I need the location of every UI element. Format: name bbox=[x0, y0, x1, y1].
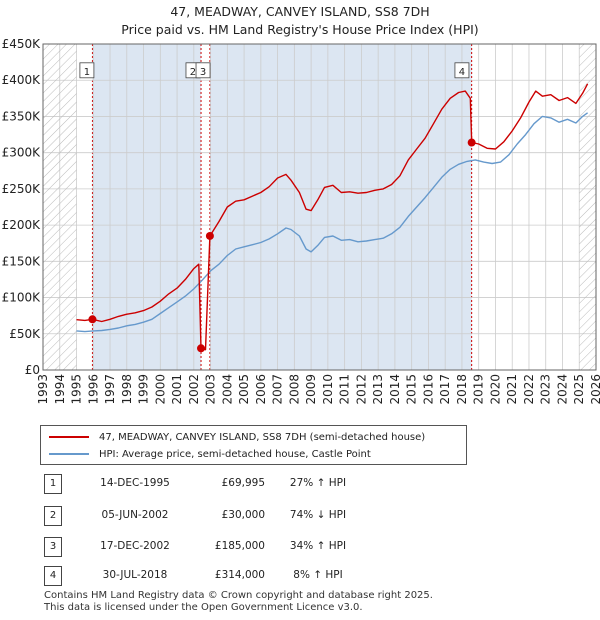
transaction-row: 2 05-JUN-2002 £30,000 74% ↓ HPI bbox=[0, 506, 600, 526]
sale-marker-label: 4 bbox=[459, 67, 465, 78]
transaction-marker-badge: 1 bbox=[44, 474, 62, 494]
x-tick-label: 2012 bbox=[354, 374, 368, 405]
x-tick-label: 2019 bbox=[472, 374, 486, 405]
y-tick-label: £250K bbox=[2, 182, 42, 196]
x-tick-label: 2000 bbox=[153, 374, 167, 405]
x-tick-label: 2001 bbox=[170, 374, 184, 405]
x-tick-label: 2013 bbox=[371, 374, 385, 405]
transaction-row: 3 17-DEC-2002 £185,000 34% ↑ HPI bbox=[0, 537, 600, 557]
x-tick-label: 2004 bbox=[220, 374, 234, 405]
ownership-band bbox=[209, 44, 472, 370]
y-tick-label: £0 bbox=[25, 363, 40, 377]
chart-legend: 47, MEADWAY, CANVEY ISLAND, SS8 7DH (sem… bbox=[40, 425, 467, 465]
plot-frame bbox=[42, 43, 597, 371]
chart-title-subtitle: Price paid vs. HM Land Registry's House … bbox=[121, 22, 479, 37]
transaction-date: 05-JUN-2002 bbox=[101, 509, 169, 521]
x-tick-label: 2007 bbox=[271, 374, 285, 405]
transaction-price: £185,000 bbox=[214, 540, 265, 552]
transaction-row: 1 14-DEC-1995 £69,995 27% ↑ HPI bbox=[0, 474, 600, 494]
legend-swatch-price bbox=[49, 436, 89, 438]
sale-marker-label: 2 bbox=[190, 67, 196, 78]
x-tick-label: 2005 bbox=[237, 374, 251, 405]
transaction-marker-badge: 3 bbox=[44, 537, 62, 557]
sale-marker-box bbox=[195, 62, 211, 79]
x-tick-label: 2008 bbox=[287, 374, 301, 405]
x-tick-label: 1999 bbox=[137, 374, 151, 405]
x-tick-label: 2014 bbox=[388, 374, 402, 405]
transaction-hpi-change: 8% ↑ HPI bbox=[293, 569, 343, 581]
footer-line-copyright: Contains HM Land Registry data © Crown c… bbox=[44, 590, 433, 601]
x-tick-label: 2009 bbox=[304, 374, 318, 405]
sale-marker-box bbox=[454, 62, 470, 79]
y-tick-label: £450K bbox=[2, 37, 42, 51]
price-paid-line bbox=[76, 83, 589, 351]
legend-item-hpi: HPI: Average price, semi-detached house,… bbox=[49, 447, 371, 461]
transaction-marker-badge: 2 bbox=[44, 506, 62, 526]
x-tick-label: 2002 bbox=[187, 374, 201, 405]
sale-point bbox=[88, 315, 97, 324]
x-tick-label: 2011 bbox=[338, 374, 352, 405]
x-tick-label: 2020 bbox=[488, 374, 502, 405]
x-tick-label: 2025 bbox=[572, 374, 586, 405]
y-tick-label: £350K bbox=[2, 109, 42, 123]
x-tick-label: 2006 bbox=[254, 374, 268, 405]
x-tick-label: 2015 bbox=[405, 374, 419, 405]
legend-label-price: 47, MEADWAY, CANVEY ISLAND, SS8 7DH (sem… bbox=[99, 431, 426, 443]
y-tick-label: £400K bbox=[2, 73, 42, 87]
x-tick-label: 1996 bbox=[86, 374, 100, 405]
chart-title-address: 47, MEADWAY, CANVEY ISLAND, SS8 7DH bbox=[170, 4, 430, 19]
transaction-date: 14-DEC-1995 bbox=[100, 477, 170, 489]
legend-swatch-hpi bbox=[49, 453, 89, 455]
transaction-row: 4 30-JUL-2018 £314,000 8% ↑ HPI bbox=[0, 566, 600, 586]
x-tick-label: 2021 bbox=[505, 374, 519, 405]
transaction-price: £314,000 bbox=[214, 569, 265, 581]
x-tick-label: 2016 bbox=[421, 374, 435, 405]
footer-line-licence: This data is licensed under the Open Gov… bbox=[44, 602, 363, 613]
y-tick-label: £150K bbox=[2, 254, 42, 268]
x-tick-label: 1997 bbox=[103, 374, 117, 405]
sale-point bbox=[197, 344, 206, 353]
transaction-date: 17-DEC-2002 bbox=[100, 540, 170, 552]
y-tick-label: £200K bbox=[2, 218, 42, 232]
transaction-hpi-change: 27% ↑ HPI bbox=[289, 477, 347, 489]
copyright-footer: Contains HM Land Registry data © Crown c… bbox=[44, 590, 433, 614]
sale-marker-label: 1 bbox=[84, 67, 90, 78]
sale-marker-box bbox=[79, 62, 95, 79]
legend-item-price: 47, MEADWAY, CANVEY ISLAND, SS8 7DH (sem… bbox=[49, 430, 425, 444]
x-tick-label: 2022 bbox=[522, 374, 536, 405]
x-tick-label: 1993 bbox=[36, 374, 50, 405]
transaction-date: 30-JUL-2018 bbox=[102, 569, 168, 581]
sale-point bbox=[467, 138, 476, 147]
y-tick-label: £100K bbox=[2, 291, 42, 305]
transaction-price: £30,000 bbox=[221, 509, 265, 521]
price-chart: £0 £50K £100K £150K £200K £250K £300K £350K £400… bbox=[2, 37, 600, 405]
no-data-region-start bbox=[43, 44, 77, 370]
transaction-marker-badge: 4 bbox=[44, 566, 62, 586]
x-tick-label: 1994 bbox=[53, 374, 67, 405]
sale-point bbox=[205, 231, 214, 240]
transaction-price: £69,995 bbox=[221, 477, 265, 489]
sale-marker-label: 3 bbox=[200, 67, 206, 78]
no-data-region-end bbox=[579, 44, 596, 370]
transaction-hpi-change: 34% ↑ HPI bbox=[289, 540, 347, 552]
x-tick-label: 2026 bbox=[589, 374, 600, 405]
legend-label-hpi: HPI: Average price, semi-detached house,… bbox=[99, 448, 371, 460]
x-tick-label: 2003 bbox=[204, 374, 218, 405]
hpi-line bbox=[76, 112, 589, 333]
transaction-hpi-change: 74% ↓ HPI bbox=[289, 509, 347, 521]
x-tick-label: 2018 bbox=[455, 374, 469, 405]
x-tick-label: 1995 bbox=[70, 374, 84, 405]
y-tick-label: £300K bbox=[2, 146, 42, 160]
ownership-band bbox=[92, 44, 202, 370]
x-tick-label: 1998 bbox=[120, 374, 134, 405]
x-tick-label: 2017 bbox=[438, 374, 452, 405]
x-tick-label: 2023 bbox=[539, 374, 553, 405]
x-tick-label: 2010 bbox=[321, 374, 335, 405]
x-tick-label: 2024 bbox=[555, 374, 569, 405]
y-tick-label: £50K bbox=[9, 327, 41, 341]
